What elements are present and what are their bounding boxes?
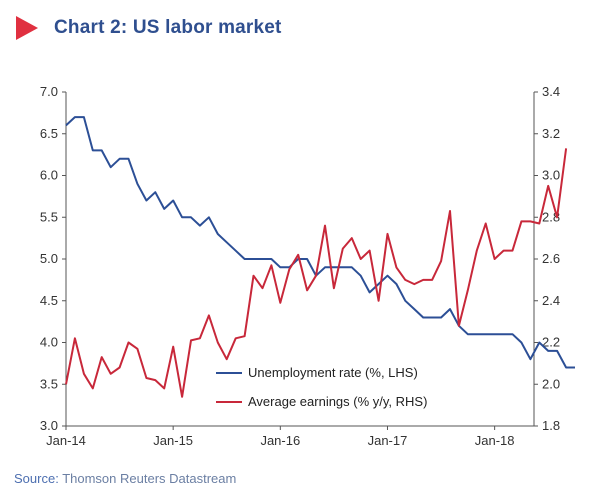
x-tick-label: Jan-18 [475, 433, 515, 448]
left-tick-label: 7.0 [40, 84, 58, 99]
source-note: Source: Thomson Reuters Datastream [14, 471, 236, 486]
right-tick-label: 3.4 [542, 84, 560, 99]
red-arrow-icon [16, 16, 38, 40]
unemployment-rate-line [65, 116, 575, 369]
left-tick-label: 4.0 [40, 335, 58, 350]
chart-title-row: Chart 2: US labor market [14, 12, 282, 44]
x-tick-label: Jan-14 [46, 433, 86, 448]
legend-label-unemployment: Unemployment rate (%, LHS) [248, 365, 418, 380]
x-tick-label: Jan-15 [153, 433, 193, 448]
left-tick-label: 6.5 [40, 126, 58, 141]
left-tick-label: 3.0 [40, 418, 58, 433]
left-tick-label: 6.0 [40, 168, 58, 183]
x-tick-label: Jan-16 [260, 433, 300, 448]
source-label: Source: [14, 471, 59, 486]
right-tick-label: 2.2 [542, 335, 560, 350]
right-tick-label: 2.0 [542, 376, 560, 391]
right-tick-label: 2.4 [542, 293, 560, 308]
right-tick-label: 3.0 [542, 168, 560, 183]
left-tick-label: 5.0 [40, 251, 58, 266]
left-tick-label: 3.5 [40, 376, 58, 391]
legend-label-earnings: Average earnings (% y/y, RHS) [248, 394, 427, 409]
right-tick-label: 1.8 [542, 418, 560, 433]
average-earnings-line [65, 148, 568, 398]
right-tick-label: 3.2 [542, 126, 560, 141]
source-value: Thomson Reuters Datastream [62, 471, 237, 486]
left-tick-label: 4.5 [40, 293, 58, 308]
x-tick-label: Jan-17 [368, 433, 408, 448]
left-tick-label: 5.5 [40, 209, 58, 224]
right-tick-label: 2.6 [542, 251, 560, 266]
page-title: Chart 2: US labor market [54, 17, 282, 38]
